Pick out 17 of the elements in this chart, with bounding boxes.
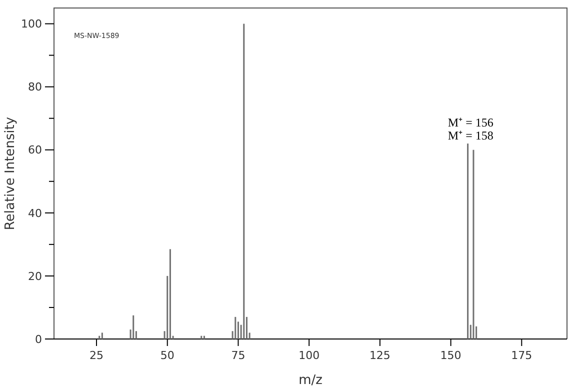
y-axis-title: Relative Intensity: [3, 116, 18, 230]
y-tick-label: 60: [28, 144, 42, 157]
y-tick-label: 20: [28, 270, 42, 283]
x-tick-label: 50: [160, 349, 174, 362]
x-tick-label: 175: [511, 349, 532, 362]
x-tick-label: 25: [90, 349, 104, 362]
x-tick-label: 75: [231, 349, 246, 362]
x-tick-label: 100: [298, 349, 320, 362]
x-tick-label: 125: [369, 349, 390, 362]
y-tick-label: 40: [28, 206, 42, 220]
annotation: M⁺ = 158: [448, 128, 494, 143]
annotation: M⁺ = 156: [448, 116, 494, 130]
y-tick-label: 80: [28, 80, 42, 94]
x-axis-title: m/z: [298, 373, 323, 388]
x-tick-label: 150: [440, 349, 462, 362]
y-tick-label: 0: [35, 332, 42, 346]
y-tick-label: 100: [21, 18, 42, 31]
